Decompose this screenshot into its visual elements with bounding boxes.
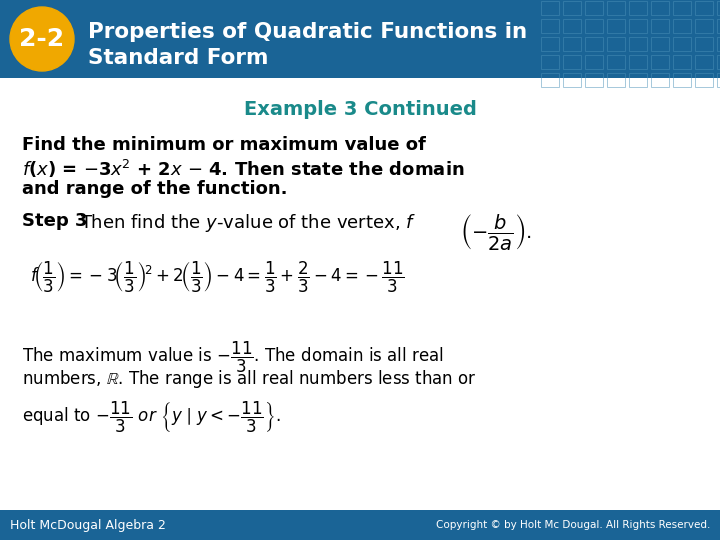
Text: Then find the $y$-value of the vertex, $f$: Then find the $y$-value of the vertex, $… bbox=[80, 212, 416, 234]
Text: Copyright © by Holt Mc Dougal. All Rights Reserved.: Copyright © by Holt Mc Dougal. All Right… bbox=[436, 520, 710, 530]
Text: $f\!\left(\dfrac{1}{3}\right) = -3\!\left(\dfrac{1}{3}\right)^{\!2}+2\!\left(\df: $f\!\left(\dfrac{1}{3}\right) = -3\!\lef… bbox=[30, 260, 405, 295]
Text: $\left( -\dfrac{b}{2a} \right)$.: $\left( -\dfrac{b}{2a} \right)$. bbox=[460, 212, 532, 252]
Text: numbers, $\mathbb{R}$. The range is all real numbers less than or: numbers, $\mathbb{R}$. The range is all … bbox=[22, 368, 477, 390]
Circle shape bbox=[10, 7, 74, 71]
Text: Step 3: Step 3 bbox=[22, 212, 88, 230]
FancyBboxPatch shape bbox=[0, 0, 720, 78]
Text: $f$($x$) = $-$3$x$$^2$ + 2$x$ $-$ 4. Then state the domain: $f$($x$) = $-$3$x$$^2$ + 2$x$ $-$ 4. The… bbox=[22, 158, 464, 180]
Text: Find the minimum or maximum value of: Find the minimum or maximum value of bbox=[22, 136, 426, 154]
FancyBboxPatch shape bbox=[0, 510, 720, 540]
Text: Properties of Quadratic Functions in: Properties of Quadratic Functions in bbox=[88, 22, 527, 42]
Text: and range of the function.: and range of the function. bbox=[22, 180, 287, 198]
Text: equal to $-\dfrac{11}{3}$ $or$ $\left\{y \mid y < -\dfrac{11}{3}\right\}$.: equal to $-\dfrac{11}{3}$ $or$ $\left\{y… bbox=[22, 400, 281, 435]
Text: The maximum value is $-\dfrac{11}{3}$. The domain is all real: The maximum value is $-\dfrac{11}{3}$. T… bbox=[22, 340, 444, 375]
Text: Standard Form: Standard Form bbox=[88, 48, 269, 68]
Text: Example 3 Continued: Example 3 Continued bbox=[243, 100, 477, 119]
Text: Holt McDougal Algebra 2: Holt McDougal Algebra 2 bbox=[10, 518, 166, 531]
Text: 2-2: 2-2 bbox=[19, 27, 65, 51]
